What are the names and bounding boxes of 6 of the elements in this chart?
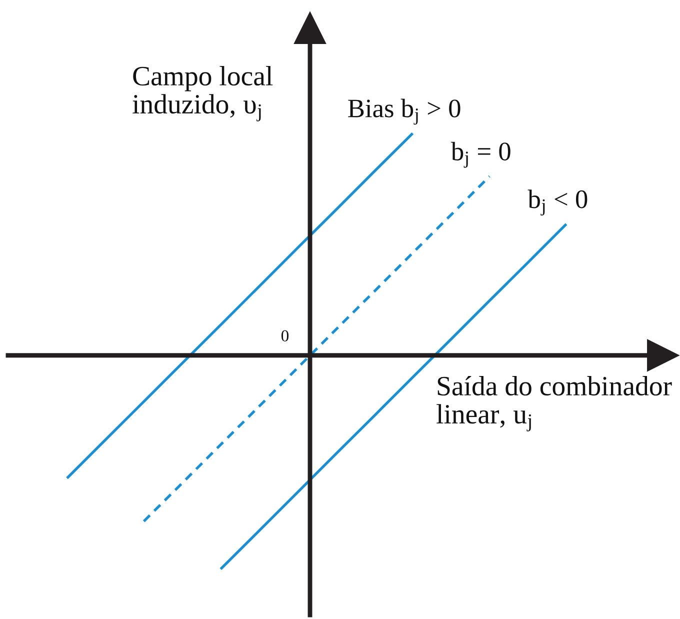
series-label: Bias b$_{j}$ > 0 [348,98,460,125]
annotation: 0 [281,330,289,342]
x-axis-title: Saída do combinador linear, u$_{j}$ [436,376,672,432]
series-label: b$_{j}$ < 0 [528,190,588,216]
y-axis-title: Campo local induzido, υ$_{j}$ [132,66,273,122]
series-label: b$_{j}$ = 0 [450,142,510,168]
